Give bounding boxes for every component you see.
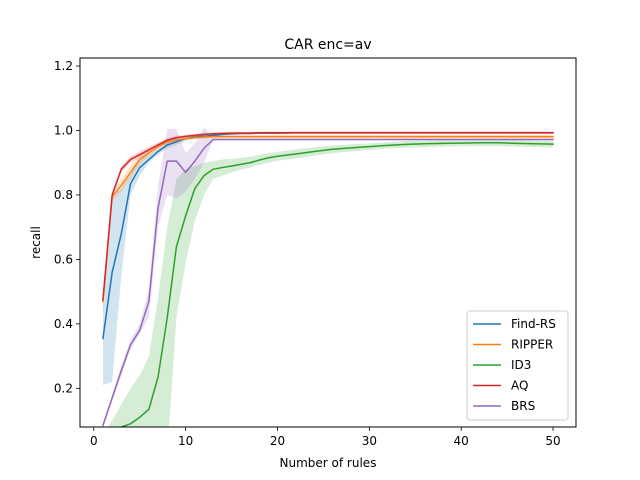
y-tick-label: 0.8 xyxy=(54,188,73,202)
legend-label-aq: AQ xyxy=(511,379,528,393)
x-tick-label: 30 xyxy=(362,434,377,448)
y-tick-label: 0.2 xyxy=(54,381,73,395)
legend-label-find-rs: Find-RS xyxy=(511,317,556,331)
x-axis-title: Number of rules xyxy=(280,456,377,470)
y-tick-label: 0.4 xyxy=(54,317,73,331)
y-axis: 0.2 0.4 0.6 0.8 1.0 1.2 xyxy=(54,59,80,395)
x-tick-label: 0 xyxy=(90,434,98,448)
series-line-aq xyxy=(102,132,554,301)
legend-label-ripper: RIPPER xyxy=(511,338,553,352)
band-aq xyxy=(102,131,554,305)
x-tick-label: 20 xyxy=(270,434,285,448)
x-tick-label: 10 xyxy=(178,434,193,448)
band-ripper xyxy=(102,135,554,311)
y-tick-label: 0.6 xyxy=(54,252,73,266)
legend: Find-RS RIPPER ID3 AQ BRS xyxy=(466,310,569,421)
y-tick-label: 1.2 xyxy=(54,59,73,73)
x-axis: 0 10 20 30 40 50 xyxy=(90,427,561,448)
legend-label-brs: BRS xyxy=(511,399,535,413)
band-find-rs xyxy=(102,131,554,386)
series-line-ripper xyxy=(102,135,554,303)
y-axis-title: recall xyxy=(29,226,43,259)
x-tick-label: 40 xyxy=(454,434,469,448)
series-lines xyxy=(102,132,554,427)
series-line-id3 xyxy=(120,142,554,427)
legend-label-id3: ID3 xyxy=(511,358,531,372)
x-tick-label: 50 xyxy=(545,434,560,448)
chart-title: CAR enc=av xyxy=(284,37,371,53)
y-tick-label: 1.0 xyxy=(54,124,73,138)
plot-frame xyxy=(79,57,577,428)
series-line-brs xyxy=(102,138,554,427)
legend-box xyxy=(466,310,569,421)
